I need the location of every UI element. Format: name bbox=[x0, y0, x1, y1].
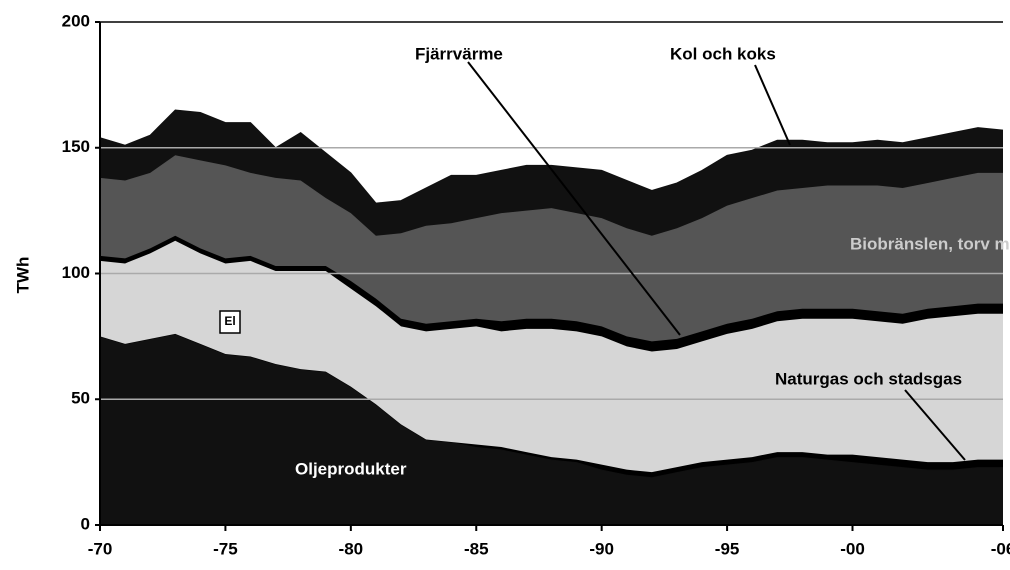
series-label: Fjärrvärme bbox=[415, 44, 503, 63]
x-tick-label: -70 bbox=[88, 539, 113, 558]
area bbox=[100, 235, 1003, 352]
area bbox=[100, 240, 1003, 473]
x-tick-label: -85 bbox=[464, 539, 489, 558]
leader-line bbox=[754, 64, 791, 146]
area-edge bbox=[99, 109, 1004, 204]
area bbox=[100, 110, 1003, 236]
label-box bbox=[219, 310, 241, 334]
y-tick-label: 0 bbox=[81, 514, 90, 533]
area bbox=[100, 333, 1003, 525]
y-tick-label: 200 bbox=[62, 11, 90, 30]
series-label: Naturgas och stadsgas bbox=[775, 369, 962, 388]
x-tick-label: -80 bbox=[339, 539, 364, 558]
leader-line bbox=[467, 61, 681, 336]
leader-line bbox=[904, 389, 966, 461]
series-label: Oljeprodukter bbox=[295, 459, 407, 478]
y-tick-label: 100 bbox=[62, 263, 90, 282]
x-tick-label: -06 bbox=[991, 539, 1010, 558]
x-tick-label: -90 bbox=[589, 539, 614, 558]
series-label: El bbox=[224, 314, 235, 328]
y-axis-label: TWh bbox=[13, 257, 32, 294]
area bbox=[100, 155, 1003, 342]
series-label: Biobränslen, torv m.m. bbox=[850, 234, 1010, 253]
x-tick-label: -95 bbox=[715, 539, 740, 558]
y-tick-label: 150 bbox=[62, 137, 90, 156]
x-tick-label: -00 bbox=[840, 539, 865, 558]
y-tick-label: 50 bbox=[71, 389, 90, 408]
area bbox=[100, 333, 1003, 478]
x-tick-label: -75 bbox=[213, 539, 238, 558]
series-label: Kol och koks bbox=[670, 44, 776, 63]
